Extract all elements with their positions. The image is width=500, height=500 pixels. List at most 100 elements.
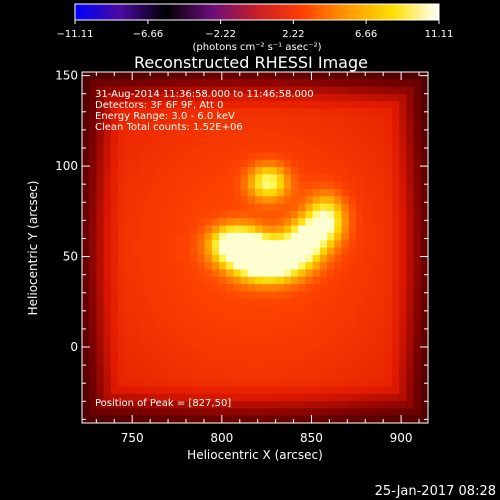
heatmap-cell <box>168 335 177 344</box>
heatmap-cell <box>240 189 249 197</box>
heatmap-cell <box>240 262 249 271</box>
heatmap-cell <box>161 298 170 307</box>
heatmap-cell <box>262 145 271 154</box>
heatmap-cell <box>175 262 184 271</box>
heatmap-cell <box>319 108 328 117</box>
heatmap-cell <box>247 232 256 241</box>
heatmap-cell <box>377 232 386 241</box>
heatmap-cell <box>118 298 126 307</box>
heatmap-cell <box>327 72 335 80</box>
heatmap-cell <box>391 379 400 388</box>
heatmap-cell <box>413 181 422 190</box>
heatmap-cell <box>89 174 98 183</box>
heatmap-cell <box>146 181 155 190</box>
heatmap-cell <box>384 79 393 88</box>
heatmap-cell <box>204 327 213 336</box>
heatmap-cell <box>298 130 307 139</box>
heatmap-cell <box>363 371 371 380</box>
heatmap-cell <box>291 408 299 417</box>
heatmap-cell <box>391 254 400 263</box>
heatmap-cell <box>406 232 415 241</box>
heatmap-cell <box>291 196 299 205</box>
heatmap-cell <box>262 101 271 110</box>
heatmap-cell <box>255 284 263 292</box>
heatmap-cell <box>298 159 307 168</box>
heatmap-cell <box>341 393 350 402</box>
heatmap-cell <box>233 342 242 351</box>
heatmap-cell <box>312 284 321 292</box>
heatmap-cell <box>190 123 198 132</box>
heatmap-cell <box>125 130 134 139</box>
heatmap-cell <box>211 327 220 336</box>
heatmap-cell <box>154 189 162 197</box>
heatmap-cell <box>103 386 112 395</box>
heatmap-cell <box>182 240 191 249</box>
heatmap-cell <box>168 247 177 256</box>
heatmap-cell <box>247 181 256 190</box>
heatmap-cell <box>233 189 242 197</box>
heatmap-cell <box>82 298 90 307</box>
heatmap-cell <box>218 298 227 307</box>
heatmap-cell <box>312 349 321 358</box>
heatmap-cell <box>82 123 90 132</box>
heatmap-cell <box>211 232 220 241</box>
heatmap-cell <box>82 232 90 241</box>
heatmap-cell <box>168 298 177 307</box>
heatmap-cell <box>240 101 249 110</box>
heatmap-cell <box>139 269 148 278</box>
heatmap-cell <box>146 357 155 366</box>
heatmap-cell <box>283 342 292 351</box>
heatmap-cell <box>319 335 328 344</box>
heatmap-cell <box>327 247 335 256</box>
heatmap-cell <box>139 159 148 168</box>
heatmap-cell <box>211 123 220 132</box>
heatmap-cell <box>118 269 126 278</box>
heatmap-cell <box>262 254 271 263</box>
heatmap-cell <box>240 393 249 402</box>
heatmap-cell <box>82 189 90 197</box>
heatmap-cell <box>291 210 299 219</box>
heatmap-cell <box>276 218 285 227</box>
heatmap-cell <box>197 298 206 307</box>
heatmap-cell <box>139 79 148 88</box>
heatmap-cell <box>190 240 198 249</box>
heatmap-cell <box>384 327 393 336</box>
heatmap-cell <box>182 415 191 424</box>
heatmap-cell <box>82 93 90 102</box>
heatmap-cell <box>110 393 119 402</box>
heatmap-cell <box>348 393 357 402</box>
heatmap-cell <box>168 145 177 154</box>
heatmap-cell <box>334 371 343 380</box>
heatmap-cell <box>233 115 242 124</box>
heatmap-cell <box>305 232 314 241</box>
heatmap-cell <box>96 152 105 161</box>
heatmap-cell <box>283 240 292 249</box>
heatmap-cell <box>363 108 371 117</box>
heatmap-cell <box>190 357 198 366</box>
heatmap-cell <box>384 123 393 132</box>
heatmap-cell <box>82 181 90 190</box>
heatmap-cell <box>161 379 170 388</box>
heatmap-cell <box>334 327 343 336</box>
heatmap-cell <box>146 174 155 183</box>
heatmap-cell <box>384 240 393 249</box>
heatmap-cell <box>348 137 357 146</box>
heatmap-cell <box>89 379 98 388</box>
heatmap-cell <box>377 108 386 117</box>
heatmap-cell <box>125 167 134 175</box>
heatmap-cell <box>96 137 105 146</box>
heatmap-cell <box>89 349 98 358</box>
heatmap-cell <box>363 262 371 271</box>
heatmap-cell <box>283 137 292 146</box>
heatmap-cell <box>283 79 292 88</box>
heatmap-cell <box>82 137 90 146</box>
heatmap-cell <box>118 291 126 300</box>
heatmap-cell <box>370 357 379 366</box>
heatmap-cell <box>154 152 162 161</box>
heatmap-cell <box>255 320 263 329</box>
heatmap-cell <box>125 232 134 241</box>
heatmap-cell <box>276 196 285 205</box>
heatmap-cell <box>370 320 379 329</box>
heatmap-cell <box>204 240 213 249</box>
heatmap-cell <box>168 401 177 409</box>
